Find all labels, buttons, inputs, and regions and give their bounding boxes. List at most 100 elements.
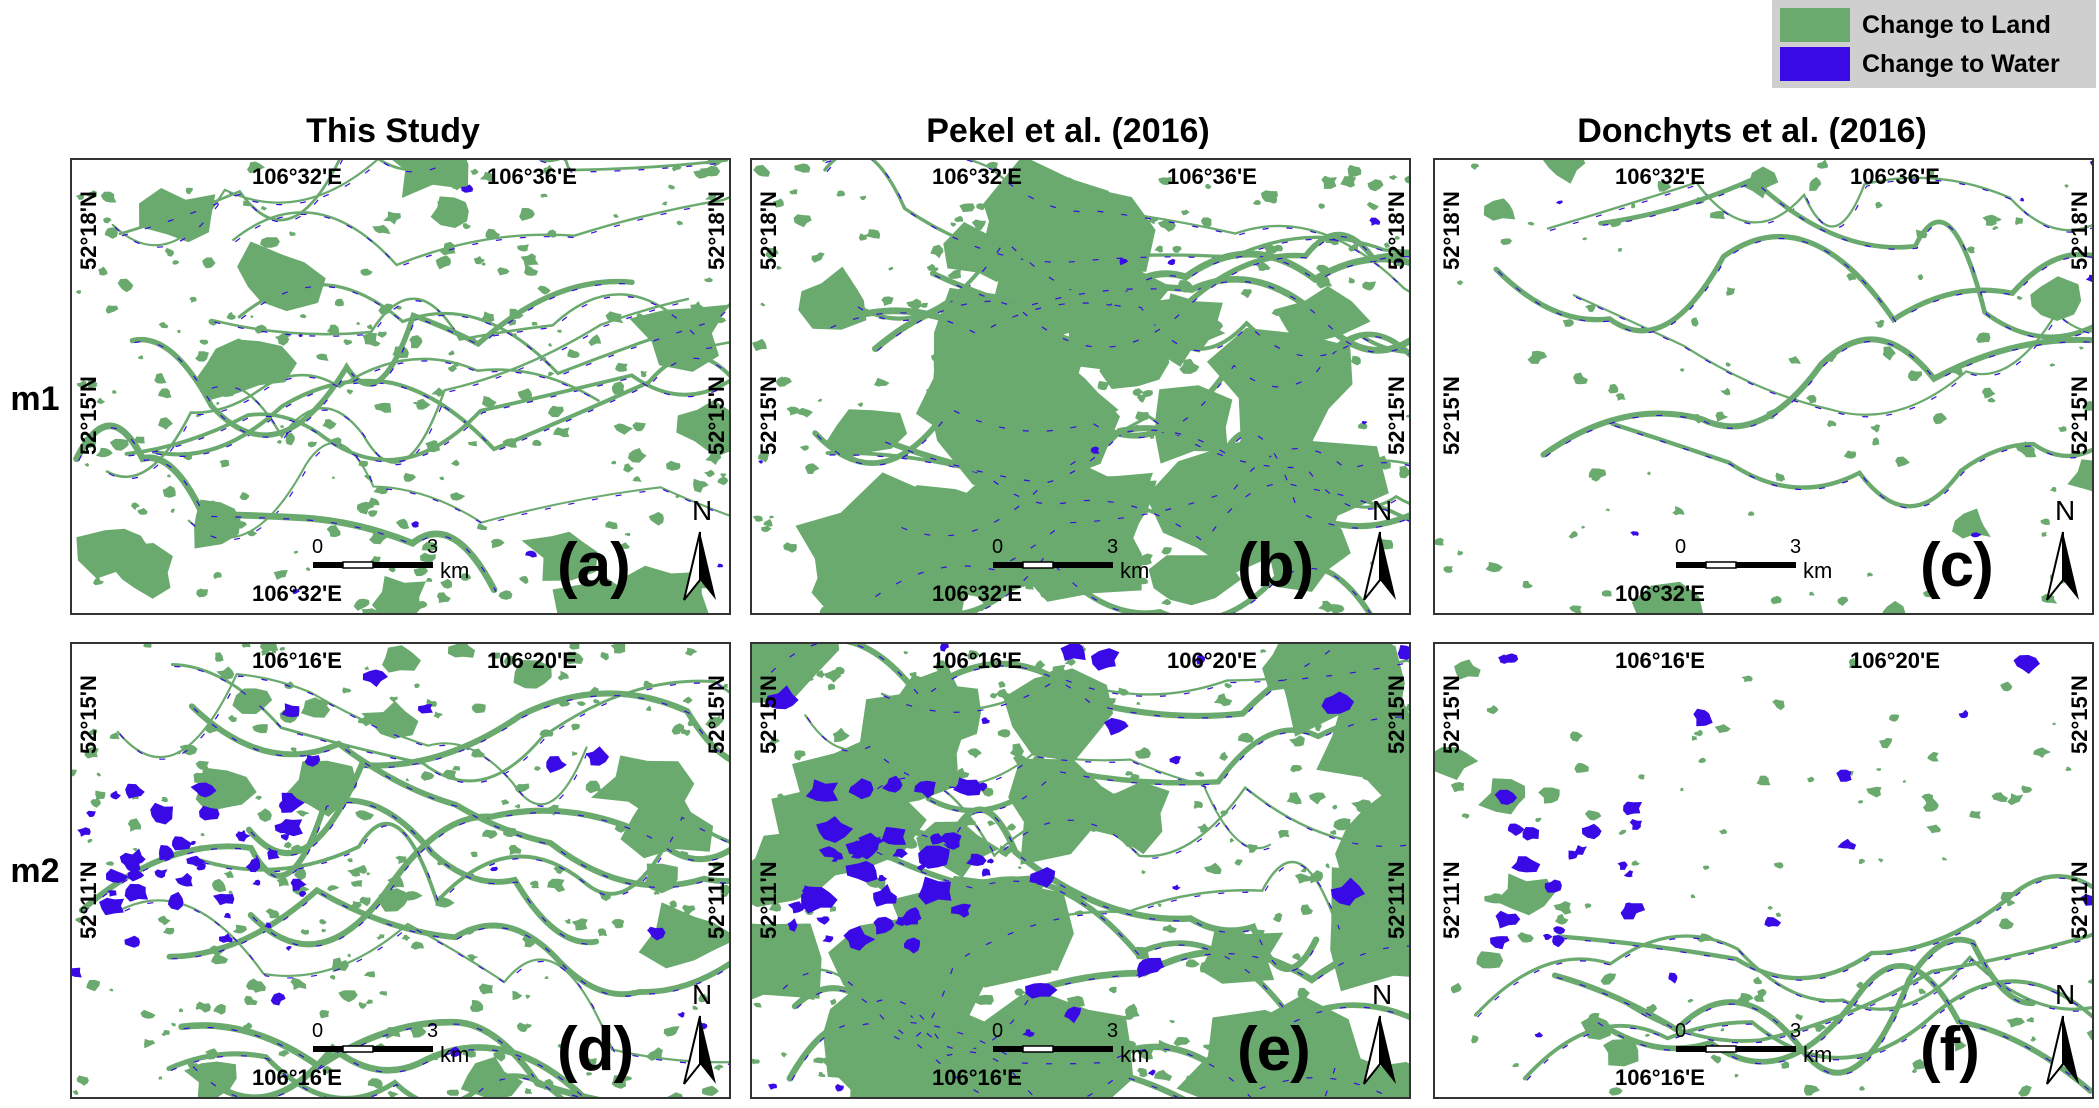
land-change-speck bbox=[1917, 274, 1924, 281]
land-change-speck bbox=[899, 1073, 920, 1087]
land-change-speck bbox=[346, 389, 354, 395]
latitude-label-right-mid: 52°11'N bbox=[1384, 861, 1409, 939]
land-change-speck bbox=[1837, 596, 1849, 606]
land-change-speck bbox=[1337, 936, 1345, 943]
land-change-speck bbox=[343, 339, 353, 345]
land-change-speck bbox=[1329, 469, 1340, 478]
land-change-speck bbox=[1691, 735, 1698, 741]
land-change-speck bbox=[220, 387, 235, 397]
land-change-speck bbox=[461, 180, 465, 183]
land-change-speck bbox=[1605, 508, 1610, 512]
land-change-speck bbox=[2057, 426, 2067, 432]
land-change-speck bbox=[1131, 258, 1144, 269]
land-change-patch bbox=[1476, 951, 1504, 969]
land-change-speck bbox=[962, 895, 980, 910]
land-change-speck bbox=[858, 233, 869, 241]
latitude-label-right-mid: 52°15'N bbox=[1384, 376, 1409, 455]
land-change-speck bbox=[1201, 513, 1211, 523]
land-change-speck bbox=[1657, 181, 1672, 192]
land-change-speck bbox=[848, 754, 858, 766]
land-change-speck bbox=[1809, 591, 1815, 596]
water-change-patch bbox=[882, 775, 903, 793]
land-change-speck bbox=[1325, 863, 1330, 869]
land-change-speck bbox=[1647, 471, 1651, 476]
land-change-speck bbox=[1976, 332, 1991, 343]
land-change-strand bbox=[118, 160, 729, 236]
land-change-speck bbox=[2086, 1029, 2092, 1040]
land-change-speck bbox=[859, 195, 867, 201]
land-change-speck bbox=[1368, 974, 1377, 981]
land-change-speck bbox=[471, 703, 486, 714]
land-change-speck bbox=[1827, 420, 1837, 428]
water-change-patch bbox=[290, 878, 307, 892]
land-change-speck bbox=[410, 1026, 427, 1038]
land-change-speck bbox=[1776, 476, 1784, 482]
land-change-speck bbox=[931, 352, 948, 366]
land-change-speck bbox=[839, 576, 854, 585]
water-change-patch bbox=[2089, 160, 2092, 166]
land-change-speck bbox=[605, 521, 618, 530]
land-change-speck bbox=[543, 164, 555, 175]
land-change-speck bbox=[1124, 478, 1134, 488]
land-change-speck bbox=[1309, 870, 1323, 884]
water-change-patch bbox=[845, 860, 878, 883]
land-change-speck bbox=[2056, 305, 2067, 313]
water-change-patch bbox=[1552, 935, 1565, 948]
land-change-speck bbox=[307, 441, 318, 448]
land-change-speck bbox=[765, 247, 779, 258]
land-change-speck bbox=[403, 891, 423, 901]
longitude-label-top-left: 106°32'E bbox=[1615, 164, 1705, 189]
land-change-speck bbox=[2064, 184, 2069, 189]
land-change-speck bbox=[524, 1087, 533, 1094]
land-change-speck bbox=[653, 890, 660, 895]
land-change-speck bbox=[276, 876, 289, 887]
land-change-speck bbox=[1195, 771, 1205, 777]
land-change-speck bbox=[350, 880, 363, 887]
longitude-label-bottom: 106°16'E bbox=[1615, 1065, 1705, 1090]
scale-bar bbox=[993, 561, 1113, 569]
land-change-speck bbox=[95, 790, 106, 802]
land-change-speck bbox=[1601, 590, 1612, 597]
land-change-speck bbox=[834, 666, 845, 675]
land-change-speck bbox=[1485, 561, 1503, 573]
land-change-speck bbox=[884, 1042, 894, 1048]
land-change-speck bbox=[1077, 209, 1088, 218]
land-change-strand bbox=[166, 1051, 564, 1097]
land-change-speck bbox=[1272, 1040, 1277, 1044]
land-change-speck bbox=[1741, 675, 1753, 683]
land-change-speck bbox=[244, 995, 258, 1006]
water-change-patch bbox=[1169, 755, 1181, 765]
north-label: N bbox=[2055, 979, 2076, 1010]
land-change-patch bbox=[1483, 198, 1516, 221]
panel-letter: (b) bbox=[1237, 531, 1314, 600]
water-change-patch bbox=[892, 848, 908, 859]
land-change-speck bbox=[531, 321, 538, 326]
land-change-strand bbox=[245, 690, 729, 857]
land-change-speck bbox=[1368, 964, 1374, 971]
land-change-speck bbox=[252, 724, 268, 734]
land-change-speck bbox=[989, 946, 1002, 955]
legend-label-land: Change to Land bbox=[1862, 10, 2051, 39]
land-change-speck bbox=[1966, 246, 1975, 254]
land-change-speck bbox=[1213, 693, 1233, 707]
scale-bar bbox=[313, 1045, 433, 1053]
land-change-speck bbox=[517, 388, 533, 401]
land-change-speck bbox=[1088, 1010, 1094, 1014]
land-change-speck bbox=[296, 810, 310, 817]
water-change-patch bbox=[1090, 446, 1100, 454]
land-change-strand bbox=[247, 807, 729, 948]
land-change-speck bbox=[437, 861, 443, 866]
land-change-speck bbox=[1300, 904, 1313, 915]
land-change-speck bbox=[665, 352, 673, 358]
land-change-patch bbox=[823, 409, 908, 458]
land-change-speck bbox=[1157, 903, 1162, 908]
land-change-speck bbox=[1325, 328, 1333, 334]
land-change-speck bbox=[1992, 226, 1999, 230]
land-change-strand bbox=[849, 806, 1320, 972]
latitude-label-left-mid: 52°15'N bbox=[76, 376, 101, 455]
land-change-speck bbox=[1615, 393, 1626, 401]
land-change-strand bbox=[1551, 936, 2036, 1076]
land-change-patch bbox=[983, 177, 1109, 282]
land-change-speck bbox=[1255, 353, 1264, 361]
land-change-speck bbox=[767, 865, 779, 873]
